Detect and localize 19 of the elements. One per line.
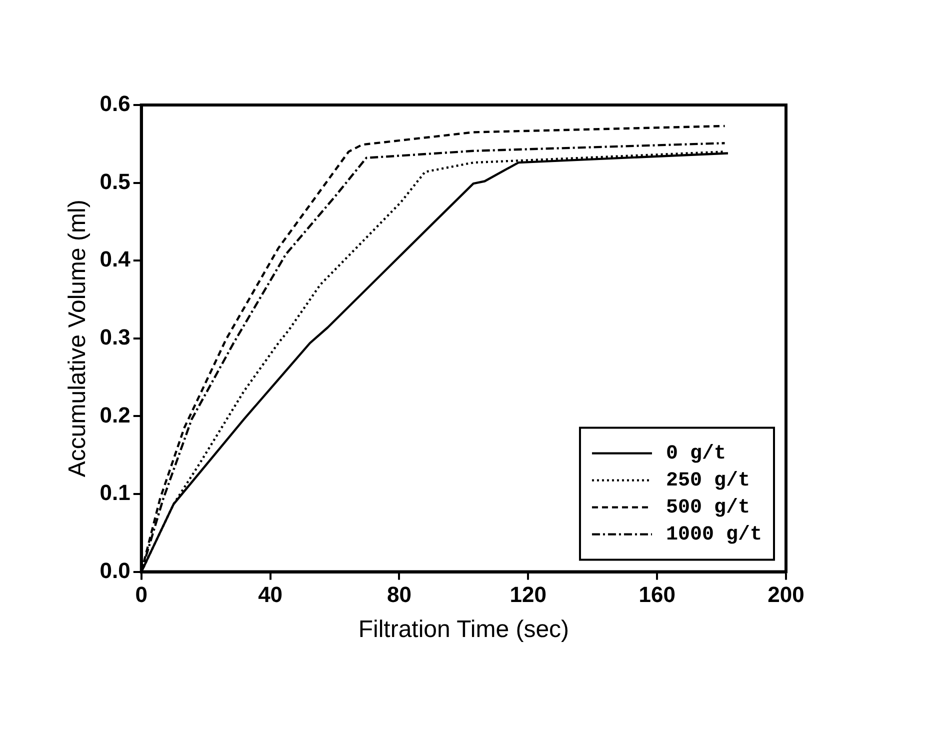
y-axis-title: Accumulative Volume (ml) (64, 200, 92, 478)
x-tick-label: 160 (638, 582, 676, 608)
legend-label: 0 g/t (666, 442, 726, 466)
x-axis-title: Filtration Time (sec) (358, 616, 570, 644)
y-tick-label: 0.4 (100, 246, 132, 272)
legend-label: 1000 g/t (666, 523, 762, 546)
x-tick-label: 120 (510, 582, 547, 608)
legend-label: 250 g/t (666, 469, 750, 492)
y-tick-label: 0.5 (100, 168, 130, 194)
x-tick-label: 0 (135, 582, 148, 608)
y-tick-label: 0.0 (100, 558, 130, 583)
y-tick-label: 0.1 (100, 480, 130, 506)
x-tick-label: 80 (386, 582, 412, 608)
x-tick-label: 40 (258, 582, 283, 608)
y-tick-label: 0.3 (100, 324, 130, 350)
legend-label: 500 g/t (666, 496, 750, 520)
y-tick-label: 0.6 (100, 91, 130, 116)
x-tick-label: 200 (768, 582, 804, 608)
y-tick-label: 0.2 (100, 402, 130, 428)
